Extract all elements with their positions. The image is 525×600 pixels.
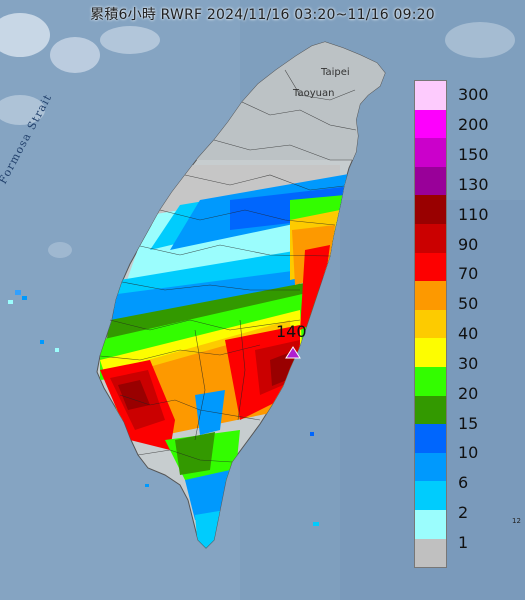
legend-label: 2 [458,503,469,522]
legend-swatch [415,81,446,110]
legend-swatch [415,338,446,367]
legend-label [458,557,508,568]
legend-label: 1 [458,532,469,552]
svg-text:12: 12 [512,517,521,525]
legend-label: 10 [458,443,479,463]
legend-swatch [415,252,446,282]
map-title: 累積6小時 RWRF 2024/11/16 03:20~11/16 09:20 [90,7,435,23]
max-rain-value: 140 [276,322,307,341]
legend-swatch [415,481,446,510]
legend-label: 70 [458,264,479,284]
triangle-icon [285,346,301,359]
grid-tick: 12 [512,517,521,525]
taipei-label: Taipei [321,67,350,78]
legend-swatch [415,309,446,339]
legend-label: 200 [458,115,489,135]
legend-label: 90 [458,234,479,254]
legend-swatch [415,138,446,167]
legend-label: 110 [458,204,489,224]
legend-swatch [415,424,446,453]
legend-label: 130 [458,174,489,194]
legend-label: 6 [458,473,469,493]
rainfall-legend: 300 200 150 130 110 90 70 50 40 30 20 15 10 6 2 1 [414,80,504,568]
legend-swatch [415,195,446,224]
county-borders [99,69,357,463]
offshore-echoes [8,290,319,526]
map-title-bar: 累積6小時 RWRF 2024/11/16 03:20~11/16 09:20 [0,0,525,28]
cloud-patches [0,13,515,258]
legend-swatch [415,223,446,253]
max-marker-area [285,346,301,359]
legend-swatch [415,366,446,396]
legend-swatch [415,452,446,482]
legend-swatch [415,281,446,310]
legend-swatch [415,166,446,196]
legend-label: 20 [458,383,479,403]
legend-swatches [414,80,447,568]
legend-swatch [415,509,446,539]
legend-swatch [415,538,446,568]
legend-label: 30 [458,353,479,373]
legend-label: 15 [458,413,479,433]
legend-labels: 300 200 150 130 110 90 70 50 40 30 20 15 10 6 2 1 [458,80,508,568]
legend-label: 300 [458,85,489,105]
legend-label: 150 [458,145,489,165]
legend-label: 40 [458,324,479,344]
legend-swatch [415,395,446,425]
legend-swatch [415,109,446,139]
legend-label: 50 [458,294,479,314]
taoyuan-label: Taoyuan [293,88,335,99]
